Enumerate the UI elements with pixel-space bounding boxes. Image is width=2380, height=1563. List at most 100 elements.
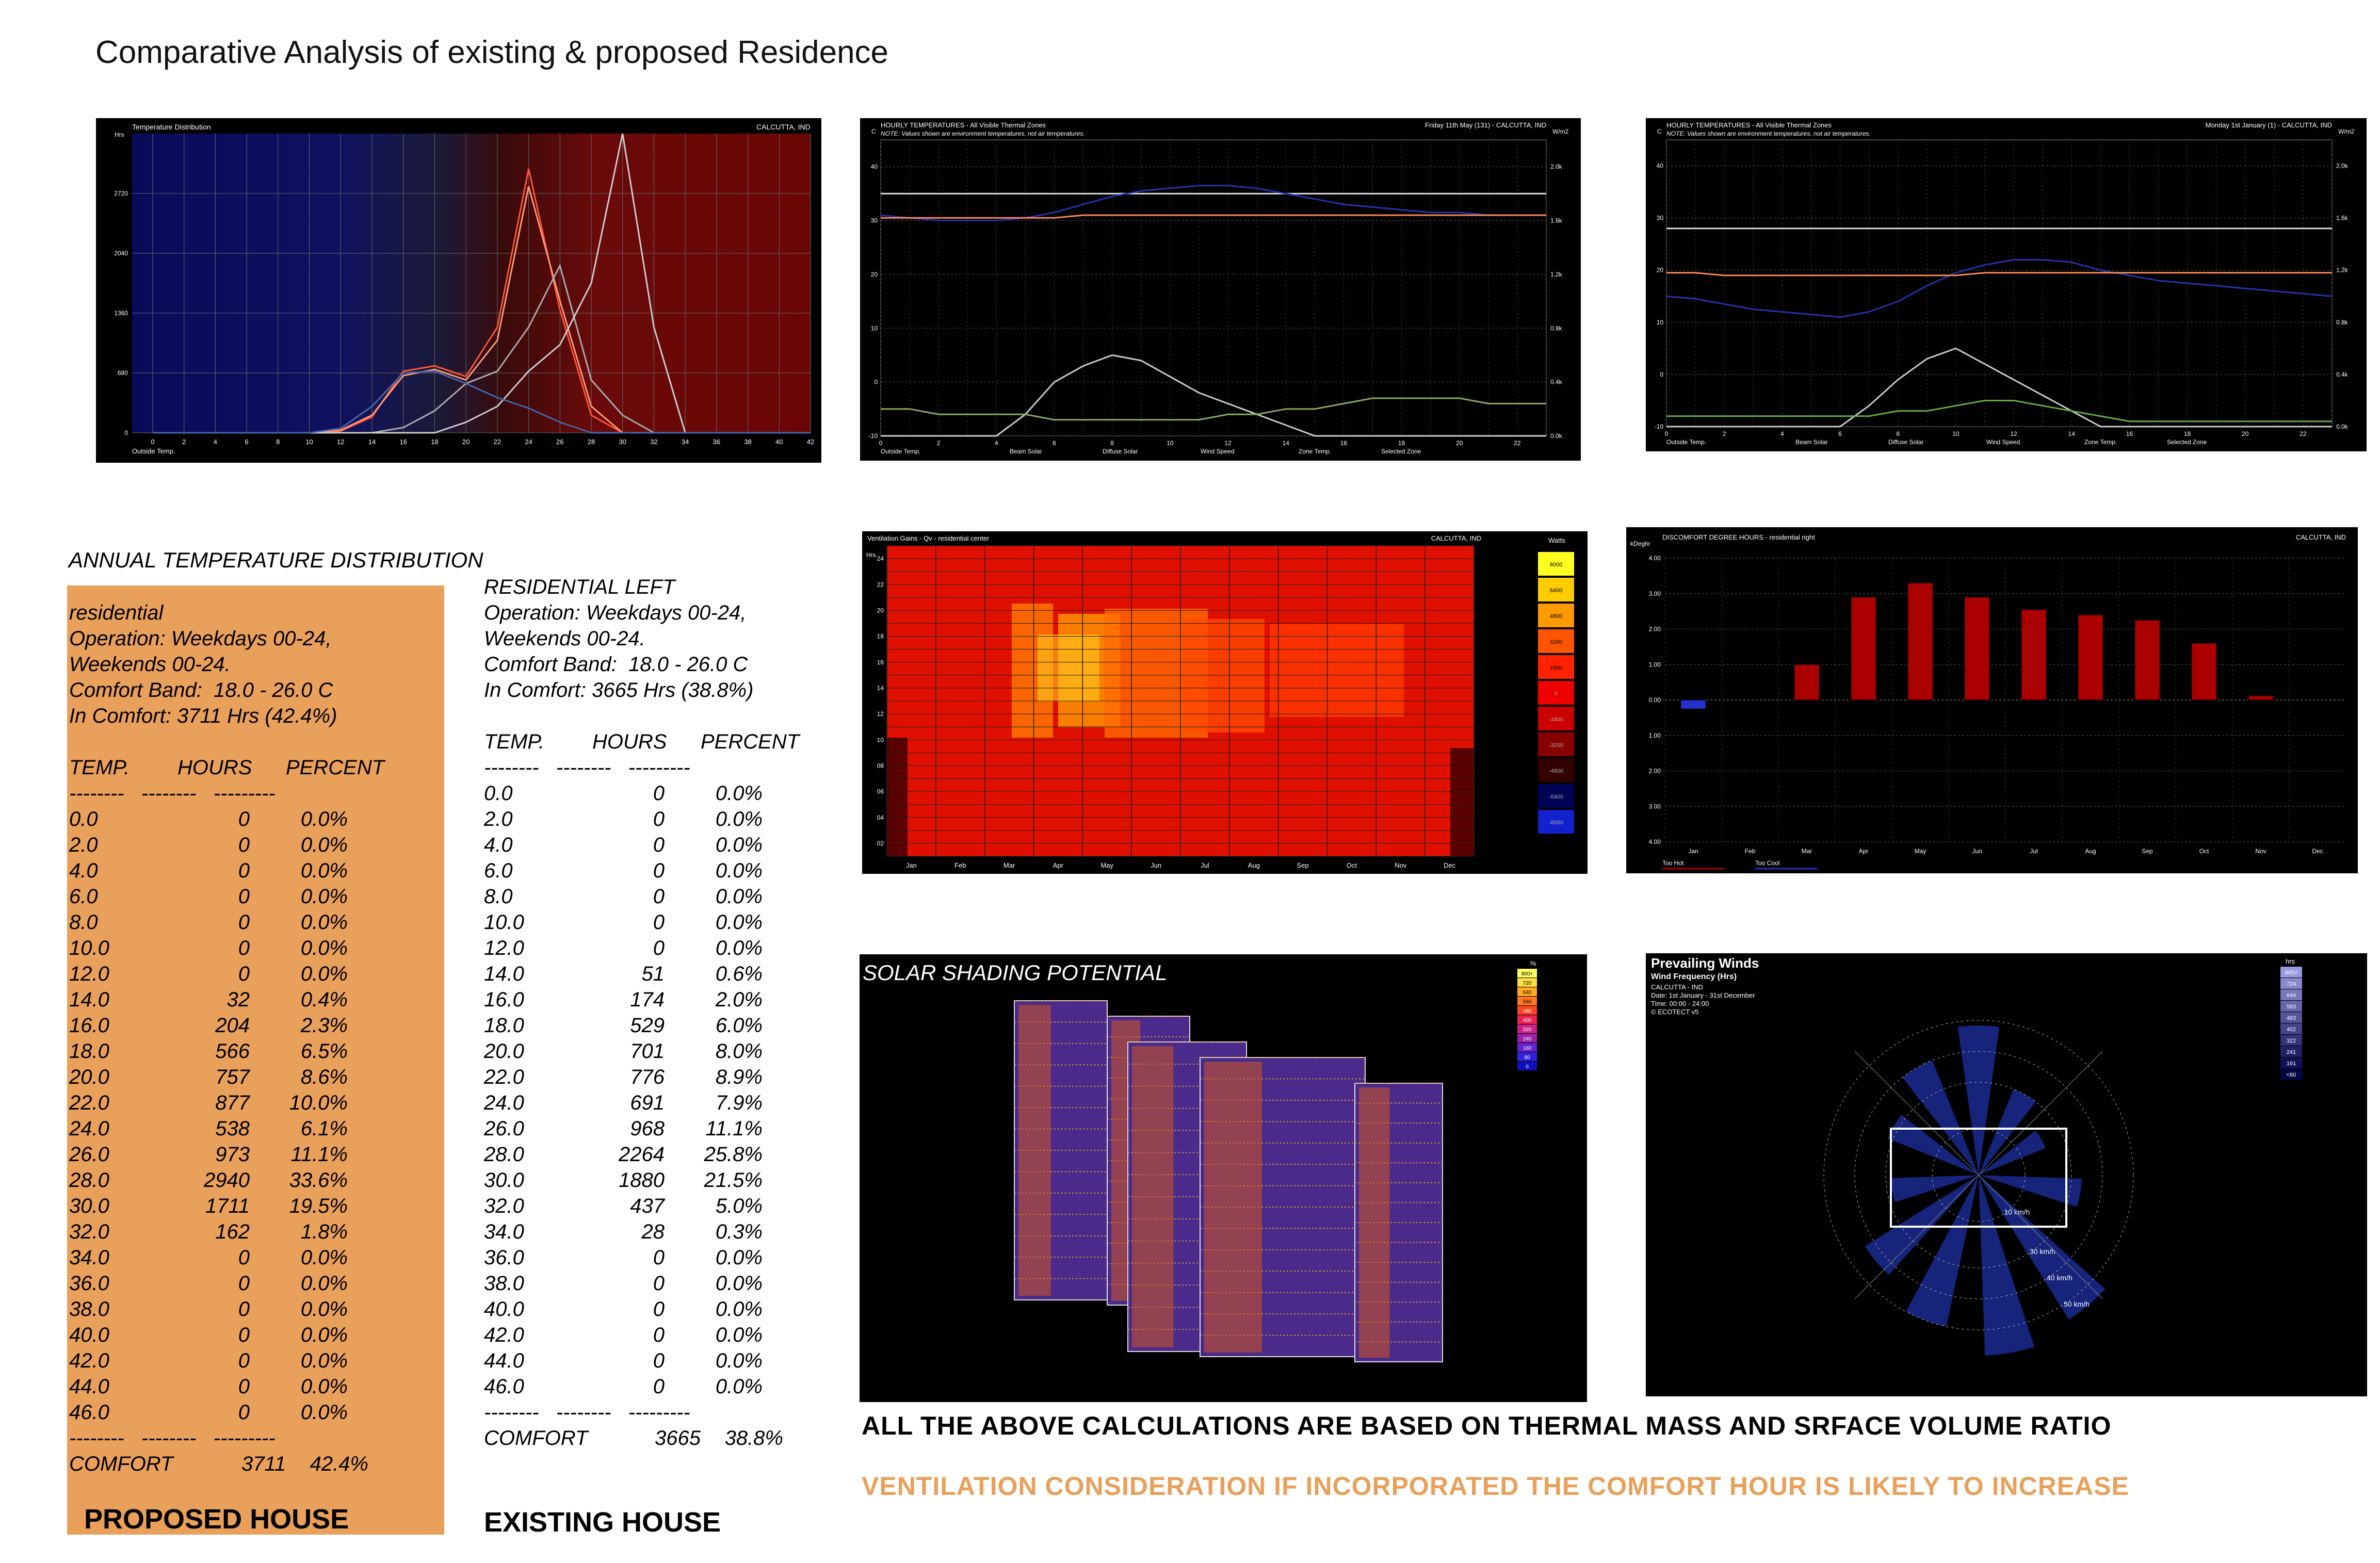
scale-label: 241 xyxy=(2287,1049,2296,1055)
table-row: 26.0 973 11.1% xyxy=(69,1142,404,1167)
table-cell: 21.5% xyxy=(704,1169,763,1192)
legend-entry: Wind Speed xyxy=(1201,448,1234,455)
wind-sector xyxy=(1979,1130,2046,1175)
scale-swatch xyxy=(2280,1001,2302,1012)
y-tick-label: 06 xyxy=(877,788,884,795)
x-tick-label: 30 xyxy=(619,438,626,446)
x-tick-label: 20 xyxy=(1456,439,1463,447)
table-cell: 10.0% xyxy=(289,1092,348,1114)
table-cell: 33.6% xyxy=(289,1169,348,1192)
y-tick-label: 30 xyxy=(1657,215,1664,222)
proposed-label: PROPOSED HOUSE xyxy=(84,1504,349,1535)
table-cell: 0 xyxy=(653,937,665,959)
y2-tick-label: 0.0k xyxy=(2336,423,2349,430)
table-cell: 2940 xyxy=(204,1169,250,1192)
table-cell: 0 xyxy=(238,859,250,882)
x-tick-label: Apr xyxy=(1859,848,1869,855)
table-cell: 0.0% xyxy=(715,1324,763,1346)
x-tick-label: 16 xyxy=(1340,439,1348,447)
table-cell: 776 xyxy=(630,1066,665,1088)
y-tick-label: 1360 xyxy=(114,310,128,317)
table-cell: 0.0% xyxy=(715,834,763,856)
table-header-line: residential xyxy=(69,601,164,624)
table-row: 46.0 0 0.0% xyxy=(484,1374,819,1399)
proposed-table: residential Operation: Weekdays 00-24, Wee… xyxy=(69,600,404,1477)
scale-swatch xyxy=(1517,1052,1537,1061)
scale-label: 480 xyxy=(1523,1008,1532,1014)
scale-swatch xyxy=(1538,629,1574,653)
chart-location: CALCUTTA, IND xyxy=(756,123,811,131)
table-row: 12.0 0 0.0% xyxy=(484,935,819,961)
chart-note: NOTE: Values shown are environment tempe… xyxy=(1666,130,1871,137)
wind-sector xyxy=(1957,1025,2000,1175)
y-tick-label: 18 xyxy=(877,633,884,640)
table-row: 4.0 0 0.0% xyxy=(484,832,819,858)
scale-unit: % xyxy=(1530,959,1536,967)
plot-background xyxy=(132,134,811,433)
x-tick-label: 6 xyxy=(245,438,249,446)
x-tick-label: Jan xyxy=(1688,848,1698,855)
x-tick-label: May xyxy=(1915,848,1926,855)
scale-swatch xyxy=(2280,1046,2302,1057)
table-row: 0.0 0 0.0% xyxy=(484,780,819,806)
scale-label: 0 xyxy=(1526,1064,1529,1070)
table-cell: 12.0 xyxy=(69,963,109,985)
table-cell: 0 xyxy=(653,885,665,908)
table-cell: 24.0 xyxy=(484,1092,524,1114)
table-cell: 0 xyxy=(653,834,665,856)
y-tick-label: 40 xyxy=(871,163,878,170)
temperature-distribution-chart: Temperature Distribution CALCUTTA, IND Hrs… xyxy=(114,123,814,455)
y2-tick-label: 0.0k xyxy=(1550,432,1563,439)
table-row: 20.0 757 8.6% xyxy=(69,1064,404,1090)
ring-label: 30 km/h xyxy=(2030,1247,2055,1256)
x-tick-label: 32 xyxy=(650,438,657,446)
table-cell: 0.0% xyxy=(300,963,348,985)
x-tick-label: Aug xyxy=(2085,848,2096,855)
x-tick-label: 16 xyxy=(399,438,407,446)
chart-title: Prevailing Winds xyxy=(1651,955,1759,971)
series-line xyxy=(1666,272,2332,276)
x-tick-label: 24 xyxy=(525,438,532,446)
scale-swatch xyxy=(2280,1023,2302,1034)
table-row: 10.0 0 0.0% xyxy=(69,935,404,961)
table-header-line: RESIDENTIAL LEFT xyxy=(484,576,675,598)
scale-label: 400 xyxy=(1523,1018,1532,1023)
y-tick-label: 40 xyxy=(1657,162,1664,170)
table-cell: 968 xyxy=(630,1117,665,1140)
chart-meta-line: CALCUTTA - IND xyxy=(1651,983,1703,991)
y-tick-label: 02 xyxy=(877,840,884,847)
table-cell: 0 xyxy=(653,1324,665,1346)
x-tick-label: 4 xyxy=(1780,430,1784,437)
scale-label: 644 xyxy=(2287,992,2296,999)
table-cell: 691 xyxy=(630,1092,665,1114)
y2-tick-label: 1.2k xyxy=(1550,271,1563,278)
x-tick-label: Mar xyxy=(1003,861,1015,869)
x-tick-label: Aug xyxy=(1248,861,1260,869)
scale-swatch xyxy=(1517,978,1537,987)
table-cell: 40.0 xyxy=(69,1324,109,1346)
y-tick-label: 0 xyxy=(124,429,128,436)
table-cell: 2264 xyxy=(619,1143,665,1166)
y-tick-label: 08 xyxy=(877,762,884,769)
table-cell: 0.0% xyxy=(715,1272,763,1295)
x-tick-label: 38 xyxy=(744,438,751,446)
table-cell: 0.0% xyxy=(300,808,348,831)
table-cell: 0 xyxy=(653,1246,665,1269)
table-cell: 0.0% xyxy=(300,1324,348,1346)
chart-location: CALCUTTA, IND xyxy=(1431,534,1481,542)
table-header-line: Operation: Weekdays 00-24, xyxy=(484,601,747,624)
comfort-cell: 42.4% xyxy=(310,1453,368,1475)
scale-label: -1600 xyxy=(1549,717,1563,723)
legend-entry: Too Hot xyxy=(1662,859,1684,867)
ring-label: 50 km/h xyxy=(2064,1300,2090,1308)
chart-title: SOLAR SHADING POTENTIAL xyxy=(863,960,1167,985)
x-tick-label: Mar xyxy=(1802,848,1812,855)
column-header: TEMP. xyxy=(69,756,130,779)
bar xyxy=(2134,620,2160,701)
scale-label: 483 xyxy=(2287,1015,2296,1021)
scale-swatch xyxy=(1517,1015,1537,1024)
table-row: 20.0 701 8.0% xyxy=(484,1038,819,1064)
scale-swatch xyxy=(1538,810,1574,834)
wind-sector xyxy=(1979,1175,2035,1356)
